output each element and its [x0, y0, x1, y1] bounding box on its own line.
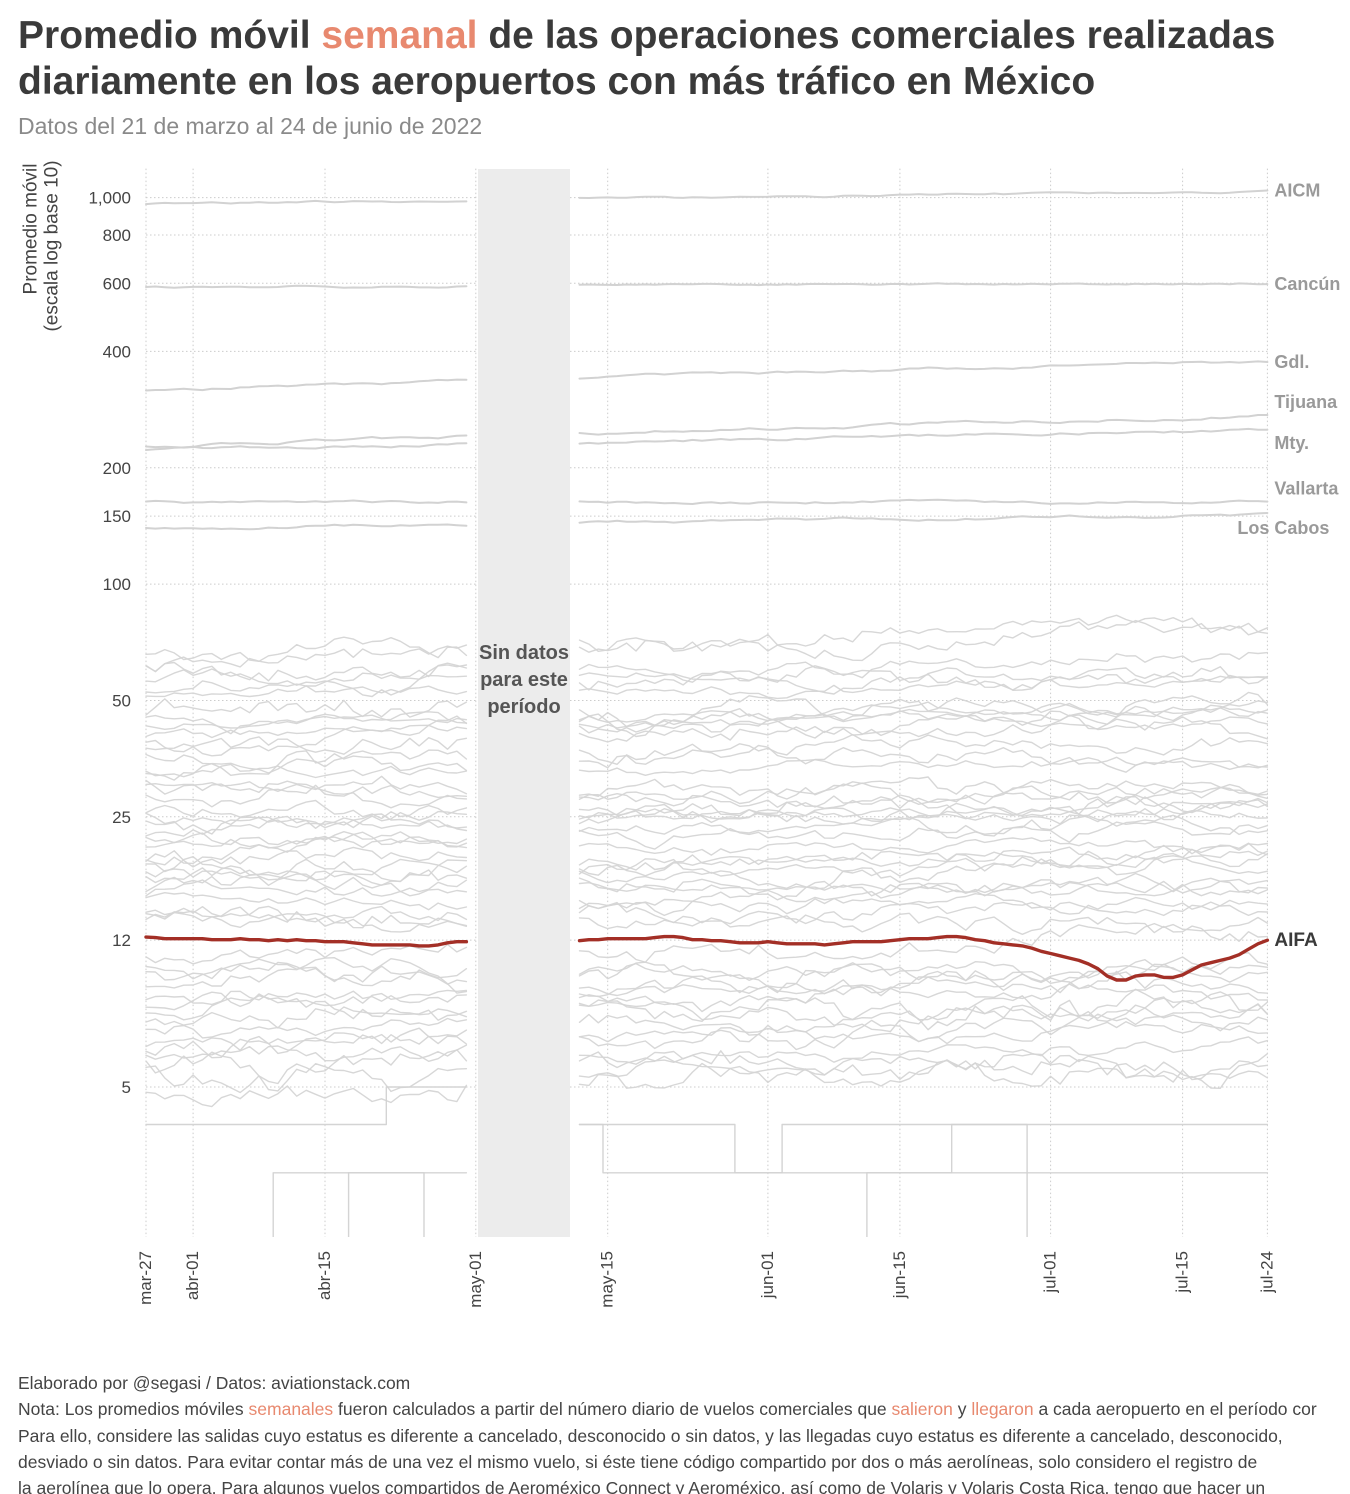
svg-text:12: 12: [112, 931, 131, 950]
svg-text:50: 50: [112, 692, 131, 711]
svg-text:mar-27: mar-27: [136, 1251, 155, 1305]
svg-text:25: 25: [112, 808, 131, 827]
svg-text:Mty.: Mty.: [1274, 433, 1309, 453]
svg-text:abr-15: abr-15: [315, 1251, 334, 1300]
svg-text:jul-15: jul-15: [1173, 1251, 1192, 1294]
svg-text:600: 600: [103, 274, 131, 293]
svg-text:Vallarta: Vallarta: [1274, 479, 1339, 499]
svg-text:Gdl.: Gdl.: [1274, 352, 1309, 372]
svg-text:may-15: may-15: [598, 1251, 617, 1308]
svg-text:may-01: may-01: [466, 1251, 485, 1308]
svg-text:AICM: AICM: [1274, 181, 1320, 201]
svg-text:jun-15: jun-15: [890, 1251, 909, 1299]
svg-text:1,000: 1,000: [88, 189, 131, 208]
svg-text:400: 400: [103, 342, 131, 361]
svg-text:jul-01: jul-01: [1041, 1251, 1060, 1294]
svg-text:Cancún: Cancún: [1274, 274, 1340, 294]
svg-text:abr-01: abr-01: [183, 1251, 202, 1300]
svg-text:jul-24: jul-24: [1257, 1251, 1276, 1294]
svg-text:150: 150: [103, 507, 131, 526]
svg-text:jun-01: jun-01: [758, 1251, 777, 1299]
svg-text:AIFA: AIFA: [1274, 930, 1318, 951]
svg-text:800: 800: [103, 226, 131, 245]
svg-text:Tijuana: Tijuana: [1274, 392, 1338, 412]
svg-text:100: 100: [103, 575, 131, 594]
svg-text:Los Cabos: Los Cabos: [1237, 518, 1329, 538]
svg-text:5: 5: [122, 1078, 131, 1097]
svg-text:200: 200: [103, 459, 131, 478]
